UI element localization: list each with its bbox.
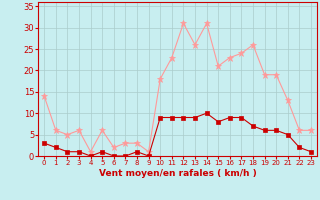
X-axis label: Vent moyen/en rafales ( km/h ): Vent moyen/en rafales ( km/h ) — [99, 169, 256, 178]
